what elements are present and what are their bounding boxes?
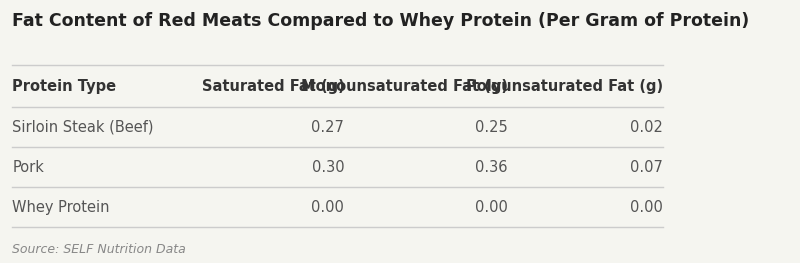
Text: 0.07: 0.07 xyxy=(630,160,663,175)
Text: Sirloin Steak (Beef): Sirloin Steak (Beef) xyxy=(12,120,154,135)
Text: 0.27: 0.27 xyxy=(311,120,344,135)
Text: 0.36: 0.36 xyxy=(475,160,508,175)
Text: 0.02: 0.02 xyxy=(630,120,663,135)
Text: Fat Content of Red Meats Compared to Whey Protein (Per Gram of Protein): Fat Content of Red Meats Compared to Whe… xyxy=(12,12,750,30)
Text: 0.00: 0.00 xyxy=(311,200,344,215)
Text: Pork: Pork xyxy=(12,160,44,175)
Text: Whey Protein: Whey Protein xyxy=(12,200,110,215)
Text: Monounsaturated Fat (g): Monounsaturated Fat (g) xyxy=(301,79,508,94)
Text: Polyunsaturated Fat (g): Polyunsaturated Fat (g) xyxy=(466,79,663,94)
Text: Saturated Fat (g): Saturated Fat (g) xyxy=(202,79,344,94)
Text: 0.00: 0.00 xyxy=(475,200,508,215)
Text: Protein Type: Protein Type xyxy=(12,79,116,94)
Text: 0.25: 0.25 xyxy=(475,120,508,135)
Text: 0.30: 0.30 xyxy=(312,160,344,175)
Text: 0.00: 0.00 xyxy=(630,200,663,215)
Text: Source: SELF Nutrition Data: Source: SELF Nutrition Data xyxy=(12,243,186,256)
